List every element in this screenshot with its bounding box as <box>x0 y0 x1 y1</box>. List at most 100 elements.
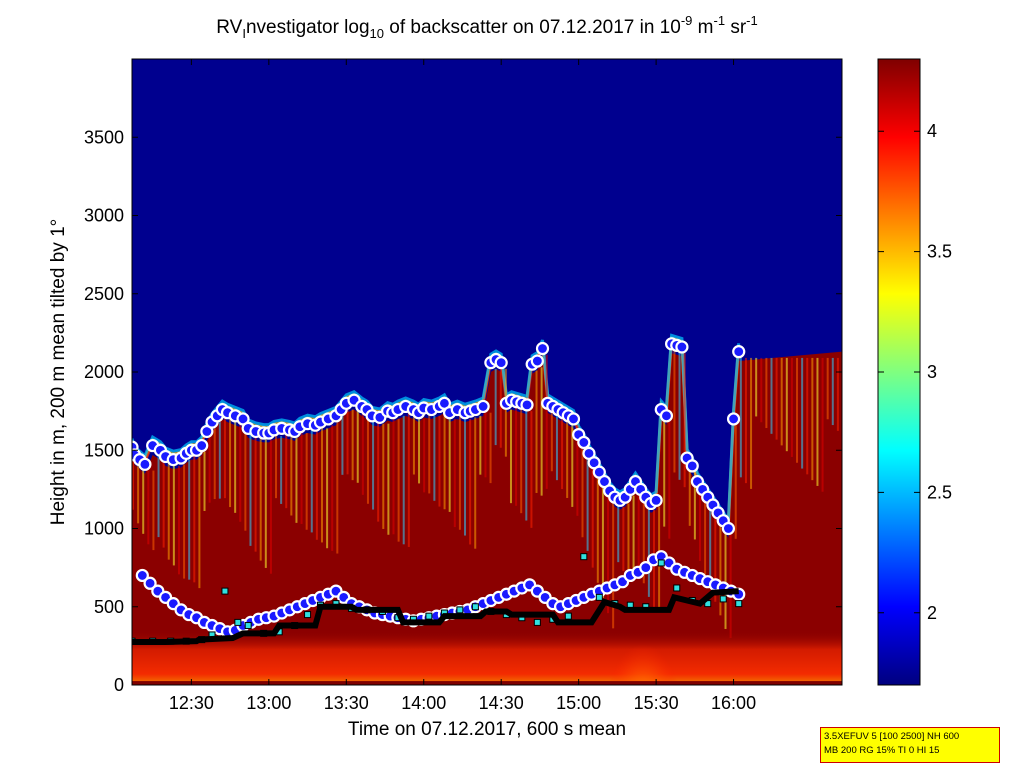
backscatter-streak <box>775 357 778 440</box>
surface-line <box>132 681 842 685</box>
backscatter-streak <box>336 422 339 554</box>
x-tick-label: 15:00 <box>556 693 601 713</box>
backscatter-streak <box>244 425 247 531</box>
y-tick-label: 500 <box>94 597 124 617</box>
backscatter-streak <box>540 367 543 496</box>
detection-point <box>520 398 534 412</box>
backscatter-streak <box>612 497 615 629</box>
detection-point <box>675 340 689 354</box>
backscatter-streak <box>714 511 717 602</box>
backscatter-streak <box>198 456 201 589</box>
backscatter-streak <box>300 433 303 524</box>
backscatter-streak <box>555 412 558 481</box>
detection-point <box>649 493 663 507</box>
backscatter-streak <box>571 422 574 507</box>
y-tick-label: 3500 <box>84 127 124 147</box>
boundary-layer-line <box>132 588 739 645</box>
backscatter-streak <box>765 357 768 429</box>
backscatter-streak <box>617 503 620 563</box>
detection-point <box>135 568 149 583</box>
backscatter-streak <box>704 495 707 575</box>
detection-point <box>732 345 746 359</box>
backscatter-streak <box>239 422 242 522</box>
backscatter-streak <box>438 415 441 507</box>
backscatter-streak <box>331 425 334 551</box>
backscatter-streak <box>254 434 257 552</box>
backscatter-streak <box>356 406 359 483</box>
x-tick-label: 14:00 <box>401 693 446 713</box>
heatmap-plot <box>132 59 842 685</box>
backscatter-streak <box>816 357 819 486</box>
backscatter-streak <box>622 506 625 572</box>
boundary-point <box>533 618 541 626</box>
backscatter-streak <box>494 368 497 446</box>
x-tick-label: 16:00 <box>711 693 756 713</box>
backscatter-streak <box>310 429 313 533</box>
backscatter-streak <box>469 418 472 545</box>
detections <box>132 337 746 645</box>
colorbar-tick-label: 2 <box>927 603 937 623</box>
backscatter-streak <box>627 503 630 574</box>
boundary-point <box>244 622 252 630</box>
backscatter-streak <box>269 439 272 574</box>
colorbar-tick-label: 2.5 <box>927 482 952 502</box>
colorbar: 2 2.5 3 3.5 4 <box>877 58 952 686</box>
backscatter-streak <box>275 436 278 499</box>
backscatter-streak <box>372 415 375 510</box>
backscatter-streak <box>443 412 446 510</box>
backscatter-streak <box>520 407 523 514</box>
backscatter-streak <box>535 370 538 493</box>
backscatter-streak <box>315 431 318 540</box>
backscatter-streak <box>346 409 349 475</box>
y-axis-label: Height in m, 200 m mean tilted by 1° <box>48 219 69 525</box>
x-axis: 12:30 13:00 13:30 14:00 14:30 15:00 15:30 16:00 <box>169 59 756 713</box>
colorbar-tick-label: 4 <box>927 121 937 141</box>
backscatter-streak <box>668 422 671 539</box>
backscatter-streak <box>811 357 814 481</box>
colorbar-ticks: 2 2.5 3 3.5 4 <box>878 121 952 623</box>
backscatter-streak <box>790 357 793 457</box>
detection-point <box>143 576 157 590</box>
settings-annotation: 3.5XEFUV 5 [100 2500] NH 600 MB 200 RG 1… <box>820 727 1000 763</box>
x-axis-label: Time on 07.12.2017, 600 s mean <box>348 719 626 740</box>
colorbar-gradient <box>877 58 921 686</box>
backscatter-streak <box>259 437 262 561</box>
backscatter-streak <box>801 357 804 469</box>
backscatter-streak <box>397 418 400 542</box>
backscatter-streak <box>392 417 395 535</box>
backscatter-streak <box>806 357 809 475</box>
backscatter-streak <box>601 478 604 598</box>
y-tick-label: 3000 <box>84 206 124 226</box>
detection-point <box>535 341 550 356</box>
detection-point <box>726 412 741 426</box>
backscatter-streak <box>412 412 415 475</box>
backscatter-streak <box>632 495 635 572</box>
backscatter-streak <box>576 425 579 516</box>
boundary-point <box>673 584 681 592</box>
boundary-point <box>234 618 242 626</box>
detection-point <box>721 521 736 536</box>
boundary-point <box>221 587 229 595</box>
backscatter-streak <box>591 459 594 568</box>
backscatter-streak <box>678 351 681 480</box>
backscatter-streak <box>280 436 283 504</box>
backscatter-streak <box>581 440 584 538</box>
chart-title: RVInvestigator log10 of backscatter on 0… <box>216 13 757 41</box>
backscatter-streak <box>566 418 569 498</box>
boundary-point <box>564 612 572 620</box>
backscatter-streak <box>305 433 308 530</box>
backscatter-streak <box>137 461 140 524</box>
detection-point <box>566 412 581 426</box>
backscatter-streak <box>734 425 737 539</box>
backscatter-streak <box>157 451 160 538</box>
boundary-point <box>304 611 312 619</box>
backscatter-streak <box>683 353 686 488</box>
backscatter-streak <box>387 423 390 535</box>
backscatter-streak <box>607 487 610 614</box>
boundary-point <box>657 559 665 567</box>
backscatter-streak <box>698 487 701 561</box>
x-tick-label: 13:30 <box>324 693 369 713</box>
y-tick-label: 1000 <box>84 519 124 539</box>
backscatter-streak <box>479 415 482 475</box>
detection-point <box>685 459 699 473</box>
